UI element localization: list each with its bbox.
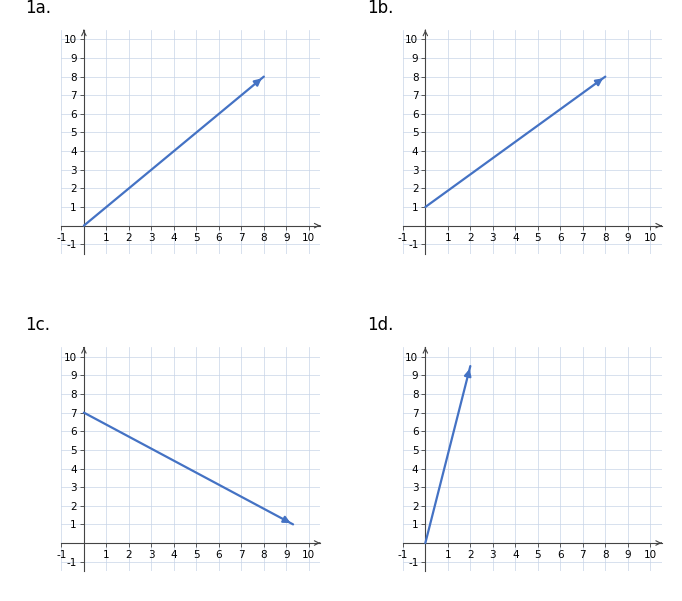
Text: 1a.: 1a. — [25, 0, 51, 17]
Text: 1d.: 1d. — [367, 316, 393, 334]
Text: 1b.: 1b. — [367, 0, 393, 17]
Text: 1c.: 1c. — [25, 316, 50, 334]
